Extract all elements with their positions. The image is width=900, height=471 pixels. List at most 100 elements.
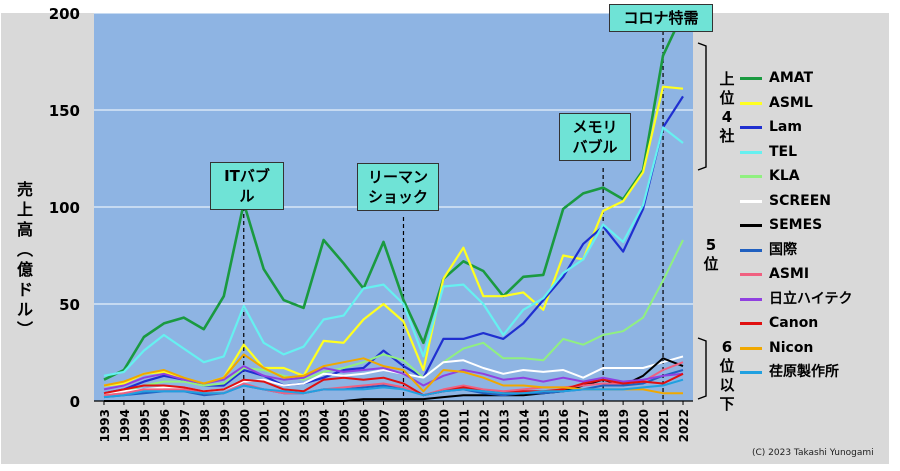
legend-label: Canon xyxy=(769,315,819,331)
x-tick-label: 2018 xyxy=(597,409,611,442)
legend-label: 荏原製作所 xyxy=(769,364,839,380)
rank-char: 5 xyxy=(705,236,717,254)
x-tick-label: 2021 xyxy=(657,409,671,442)
legend-label: 日立ハイテク xyxy=(769,290,853,307)
y-tick-label: 0 xyxy=(70,393,80,411)
legend-swatch xyxy=(740,371,762,374)
rank-char: 4 xyxy=(721,108,733,126)
x-tick-label: 2022 xyxy=(677,409,691,442)
legend-label: KLA xyxy=(769,168,800,184)
rank-char: 社 xyxy=(719,127,735,145)
rank-char: 6 xyxy=(721,338,733,356)
rank-char: 下 xyxy=(719,395,735,413)
legend-swatch xyxy=(740,322,762,325)
x-tick-label: 2011 xyxy=(457,409,471,442)
legend-swatch xyxy=(740,77,762,80)
y-axis-label-char: 億 xyxy=(16,260,33,279)
x-tick-label: 2001 xyxy=(258,409,272,442)
annotation-line: メモリ xyxy=(572,118,618,136)
legend-swatch xyxy=(740,273,762,276)
rank-char: 位 xyxy=(719,89,735,107)
rank-group-6th-below: 6 位 以 下 xyxy=(716,338,738,414)
series-line xyxy=(103,12,685,381)
y-tick-label: 150 xyxy=(49,102,80,120)
x-tick-label: 2008 xyxy=(397,409,411,442)
x-tick-label: 2006 xyxy=(358,409,372,442)
rank-char: 位 xyxy=(719,357,735,375)
x-tick-label: 2013 xyxy=(497,409,511,442)
x-tick-label: 2002 xyxy=(278,409,292,442)
legend-swatch xyxy=(740,126,762,129)
x-tick-label: 1994 xyxy=(118,409,132,442)
annotation-lehman-shock: リーマン ショック xyxy=(357,163,439,211)
legend-swatch xyxy=(740,175,762,178)
x-tick-label: 1996 xyxy=(158,409,172,442)
x-tick-label: 2012 xyxy=(477,409,491,442)
y-axis-label-char: ド xyxy=(16,280,33,299)
y-tick-label: 50 xyxy=(59,296,80,314)
y-axis-label-char: ︵ xyxy=(16,240,33,259)
x-tick-label: 2004 xyxy=(318,409,332,442)
legend-label: AMAT xyxy=(769,70,814,86)
x-tick-label: 2017 xyxy=(577,409,591,442)
legend-label: 国際 xyxy=(769,241,797,258)
legend-swatch xyxy=(740,224,762,227)
x-tick-label: 2007 xyxy=(378,409,392,442)
y-axis-label-char: 売 xyxy=(16,180,33,199)
legend-label: Nicon xyxy=(769,339,814,356)
legend-label: Lam xyxy=(769,119,802,135)
y-axis-label: 売 上 高 ︵ 億 ド ル ︶ xyxy=(14,180,36,340)
y-axis-label-char: ル xyxy=(16,300,33,319)
x-tick-label: 1995 xyxy=(138,409,152,442)
series-line xyxy=(103,239,684,397)
x-tick-label: 2003 xyxy=(298,409,312,442)
x-tick-label: 1999 xyxy=(218,409,232,442)
annotation-memory-bubble: メモリ バブル xyxy=(559,113,631,161)
x-tick-label: 2015 xyxy=(537,409,551,442)
rank-bracket xyxy=(697,337,707,400)
annotation-line: コロナ特需 xyxy=(623,9,699,27)
x-tick-label: 2009 xyxy=(417,409,431,442)
legend-swatch xyxy=(740,346,762,350)
legend-label: ASML xyxy=(769,94,813,111)
x-tick-label: 2014 xyxy=(517,409,531,442)
x-tick-label: 2005 xyxy=(338,409,352,442)
x-tick-label: 1993 xyxy=(98,409,112,442)
legend-swatch xyxy=(740,248,762,252)
y-axis-label-char: ︶ xyxy=(16,320,33,339)
x-tick-label: 2016 xyxy=(557,409,571,442)
series-line xyxy=(103,372,684,397)
x-tick-label: 2010 xyxy=(437,409,451,442)
annotation-line: ITバブル xyxy=(224,167,270,205)
legend-label: SCREEN xyxy=(769,192,831,209)
rank-char: 以 xyxy=(719,376,735,394)
rank-group-5th: 5 位 xyxy=(700,236,722,274)
x-tick-label: 1998 xyxy=(198,409,212,442)
x-tick-label: 2019 xyxy=(617,409,631,442)
legend-swatch xyxy=(740,297,762,301)
rank-bracket xyxy=(697,42,707,171)
legend-label: TEL xyxy=(769,143,798,160)
y-axis-label-char: 高 xyxy=(16,220,33,239)
legend-label: ASMI xyxy=(769,266,810,282)
rank-group-top4: 上 位 4 社 xyxy=(716,70,738,146)
copyright: (C) 2023 Takashi Yunogami xyxy=(752,448,874,458)
x-tick-label: 2000 xyxy=(238,409,252,442)
x-tick-label: 2020 xyxy=(637,409,651,442)
series-line xyxy=(103,126,684,377)
legend-label: SEMES xyxy=(769,217,823,233)
annotation-line: バブル xyxy=(572,138,618,156)
annotation-line: リーマン xyxy=(367,168,428,186)
annotation-it-bubble: ITバブル xyxy=(210,162,284,210)
y-tick-label: 100 xyxy=(49,199,80,217)
legend-swatch xyxy=(740,199,762,203)
rank-char: 位 xyxy=(703,255,719,273)
series-line xyxy=(103,378,684,399)
legend-swatch xyxy=(740,150,762,154)
annotation-corona-demand: コロナ特需 xyxy=(609,4,713,32)
y-axis-label-char: 上 xyxy=(16,200,33,219)
x-tick-label: 1997 xyxy=(178,409,192,442)
rank-char: 上 xyxy=(719,70,735,88)
y-tick-label: 200 xyxy=(49,5,80,23)
